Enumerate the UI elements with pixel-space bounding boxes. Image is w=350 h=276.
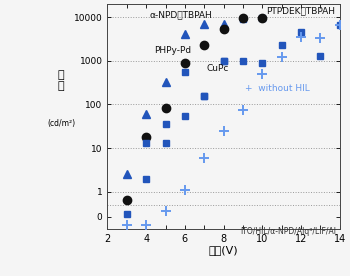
- Text: PTPDEK：TBPAH: PTPDEK：TBPAH: [266, 7, 335, 15]
- X-axis label: 電圧(V): 電圧(V): [209, 245, 238, 255]
- Text: CuPc: CuPc: [206, 64, 229, 73]
- Text: α-NPD：TBPAH: α-NPD：TBPAH: [149, 11, 212, 20]
- Text: (cd/m²): (cd/m²): [47, 119, 75, 128]
- Text: ITO/HIL/α-NPD/Alq³/LiF/Al: ITO/HIL/α-NPD/Alq³/LiF/Al: [240, 227, 336, 236]
- Text: +  without HIL: + without HIL: [245, 84, 310, 93]
- Text: 輝
度: 輝 度: [58, 70, 64, 91]
- Text: PHPy-Pd: PHPy-Pd: [154, 46, 191, 55]
